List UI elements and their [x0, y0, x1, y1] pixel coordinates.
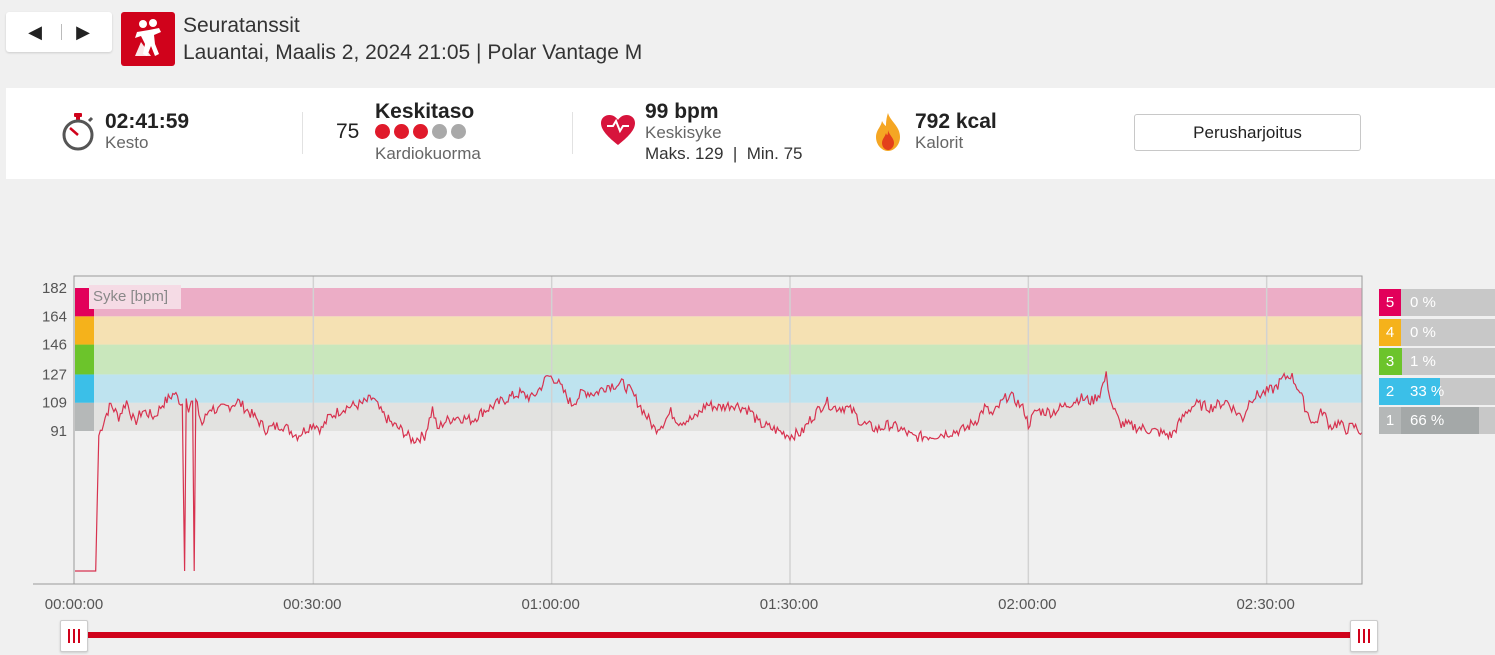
- y-tick-label: 164: [42, 308, 67, 325]
- zone-band-5: [75, 288, 1362, 317]
- zone-fill-bar: [1401, 407, 1479, 434]
- training-type-button[interactable]: Perusharjoitus: [1134, 114, 1361, 151]
- zone-row-5: 5 0 %: [1379, 289, 1495, 316]
- grid-lines: [312, 276, 1268, 584]
- zone-strip-4: [75, 316, 94, 345]
- zone-band-2: [75, 374, 1362, 403]
- stopwatch-icon: [60, 112, 96, 157]
- zone-number: 4: [1379, 318, 1401, 346]
- zone-number: 1: [1379, 407, 1401, 434]
- x-tick-label: 02:30:00: [1236, 596, 1294, 613]
- summary-bar: 02:41:59 Kesto 75 Keskitaso Kardiokuorma…: [6, 88, 1495, 179]
- cardio-dot-filled: [394, 124, 409, 139]
- avg-heart-rate-value: 99 bpm: [645, 100, 719, 123]
- zone-row-3: 3 1 %: [1379, 348, 1495, 375]
- dancing-couple-icon: [121, 12, 175, 66]
- y-tick-label: 127: [42, 366, 67, 383]
- zone-row-4: 4 0 %: [1379, 318, 1495, 346]
- x-tick-label: 00:00:00: [45, 596, 103, 613]
- zone-strip-3: [75, 344, 94, 375]
- sport-title: Seuratanssit: [183, 14, 300, 37]
- zone-percentage: 0 %: [1410, 294, 1436, 311]
- cardio-dot-empty: [432, 124, 447, 139]
- cardio-load-level: Keskitaso: [375, 100, 475, 123]
- zone-row-2: 2 33 %: [1379, 377, 1495, 405]
- previous-session-button[interactable]: ◀: [28, 22, 42, 42]
- x-tick-label: 01:30:00: [760, 596, 818, 613]
- calories-value: 792 kcal: [915, 110, 997, 133]
- zone-number: 2: [1379, 377, 1401, 405]
- cardio-dot-filled: [413, 124, 428, 139]
- grip-icon: [68, 629, 80, 643]
- cardio-dot-filled: [375, 124, 390, 139]
- zone-number: 3: [1379, 348, 1401, 375]
- zone-percentage: 1 %: [1410, 353, 1436, 370]
- zone-percentage: 66 %: [1410, 412, 1445, 429]
- heart-rate-max-min: Maks. 129 | Min. 75: [645, 144, 803, 163]
- x-axis-ticks: 00:00:00 00:30:00 01:00:00 01:30:00 02:00:00…: [45, 596, 1295, 613]
- session-nav: ◀ ▶: [6, 12, 112, 52]
- x-tick-label: 01:00:00: [521, 596, 579, 613]
- cardio-load-value: 75: [336, 120, 360, 143]
- heart-icon: [600, 114, 636, 151]
- zone-number: 5: [1379, 289, 1401, 316]
- zone-strip-2: [75, 374, 94, 403]
- next-session-button[interactable]: ▶: [76, 22, 90, 42]
- duration-label: Kesto: [105, 133, 149, 152]
- cardio-dot-empty: [451, 124, 466, 139]
- nav-divider: [61, 24, 62, 40]
- zone-band-1: [75, 402, 1362, 431]
- series-label-bg: [89, 285, 181, 309]
- y-tick-label: 146: [42, 337, 67, 354]
- range-slider-track[interactable]: [74, 632, 1364, 638]
- zone-strip-1: [75, 402, 94, 431]
- y-axis-ticks: 182 164 146 127 109 91: [42, 280, 67, 440]
- avg-heart-rate-label: Keskisyke: [645, 123, 722, 142]
- x-tick-label: 00:30:00: [283, 596, 341, 613]
- duration-value: 02:41:59: [105, 110, 190, 133]
- zone-percentage: 33 %: [1410, 382, 1445, 400]
- grip-icon: [1358, 629, 1370, 643]
- zone-bands: [75, 288, 1362, 431]
- y-tick-label: 109: [42, 395, 67, 412]
- session-subtitle: Lauantai, Maalis 2, 2024 21:05 | Polar V…: [183, 41, 643, 64]
- x-tick-label: 02:00:00: [998, 596, 1056, 613]
- zone-fill-bar: [1401, 377, 1440, 405]
- calories-label: Kalorit: [915, 133, 964, 152]
- divider: [572, 112, 573, 154]
- heart-rate-line: [75, 371, 1363, 572]
- zone-row-1: 1 66 %: [1379, 407, 1495, 434]
- flame-icon: [873, 112, 903, 157]
- zone-band-4: [75, 316, 1362, 345]
- range-start-handle[interactable]: [60, 620, 88, 652]
- divider: [302, 112, 303, 154]
- zone-band-3: [75, 344, 1362, 375]
- y-tick-label: 182: [42, 280, 67, 297]
- range-end-handle[interactable]: [1350, 620, 1378, 652]
- zone-fill-bar: [1401, 348, 1403, 375]
- y-tick-label: 91: [50, 423, 67, 440]
- cardio-load-label: Kardiokuorma: [375, 144, 481, 163]
- zone-percentage: 0 %: [1410, 323, 1436, 341]
- series-label: Syke [bpm]: [93, 288, 168, 305]
- zone-color-strip: [75, 288, 94, 431]
